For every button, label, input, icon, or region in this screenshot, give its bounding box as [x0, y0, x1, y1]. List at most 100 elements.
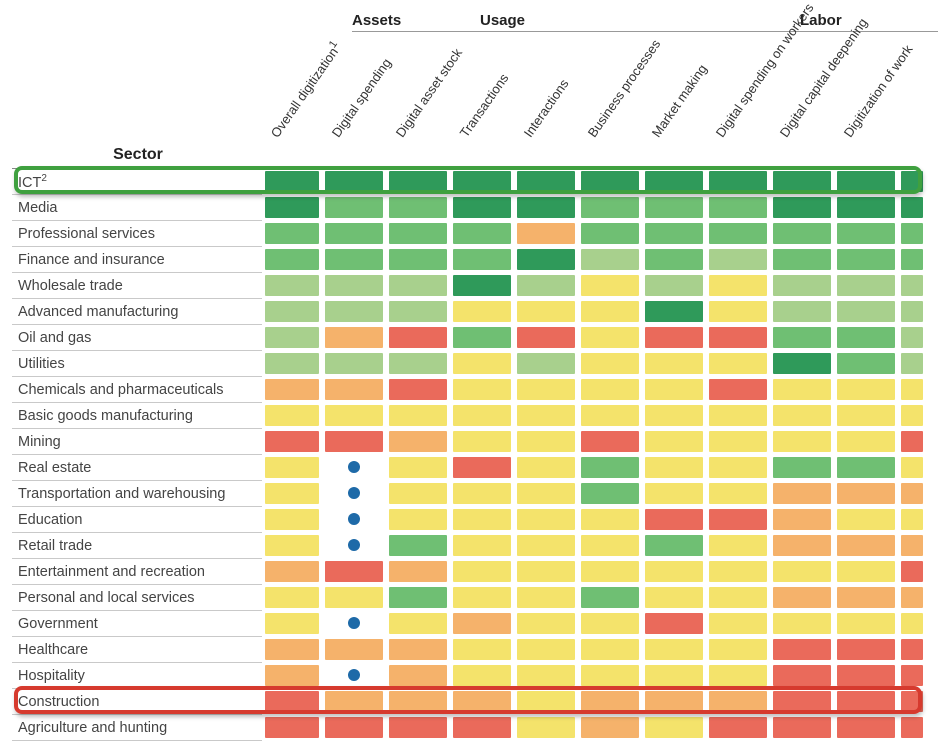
heatmap-cell: [514, 689, 578, 715]
swatch: [837, 223, 895, 244]
table-row: Utilities: [12, 351, 926, 377]
heatmap-cell: [450, 559, 514, 585]
heatmap-cell: [450, 663, 514, 689]
heatmap-cell: [514, 273, 578, 299]
heatmap-cell: [578, 169, 642, 195]
swatch: [389, 431, 447, 452]
swatch: [389, 197, 447, 218]
heatmap-cell: [642, 325, 706, 351]
heatmap-cell: [642, 507, 706, 533]
row-label: Healthcare: [12, 637, 262, 663]
heatmap-cell: [450, 195, 514, 221]
heatmap-cell: [834, 221, 898, 247]
dot-icon: [348, 617, 360, 629]
heatmap-cell: [770, 247, 834, 273]
swatch: [517, 639, 575, 660]
heatmap-cell: [770, 481, 834, 507]
heatmap-cell: [450, 377, 514, 403]
table-row: Hospitality: [12, 663, 926, 689]
heatmap-cell: [322, 403, 386, 429]
swatch: [265, 561, 319, 582]
swatch: [265, 223, 319, 244]
heatmap-cell: [770, 429, 834, 455]
swatch: [517, 587, 575, 608]
heatmap-cell: [898, 507, 926, 533]
heatmap-cell: [770, 507, 834, 533]
heatmap-cell: [514, 221, 578, 247]
swatch: [517, 691, 575, 712]
heatmap-cell: [770, 377, 834, 403]
heatmap-cell: [322, 689, 386, 715]
table-row: Entertainment and recreation: [12, 559, 926, 585]
swatch: [709, 405, 767, 426]
heatmap-cell: [386, 533, 450, 559]
swatch: [325, 275, 383, 296]
swatch: [325, 249, 383, 270]
swatch: [325, 353, 383, 374]
heatmap-cell: [706, 455, 770, 481]
swatch: [901, 379, 923, 400]
swatch: [837, 613, 895, 634]
swatch: [645, 379, 703, 400]
swatch: [517, 483, 575, 504]
heatmap-cell: [450, 221, 514, 247]
heatmap-cell: [514, 715, 578, 741]
heatmap-cell: [450, 455, 514, 481]
swatch: [709, 327, 767, 348]
heatmap-cell: [386, 507, 450, 533]
swatch: [581, 379, 639, 400]
heatmap-cell: [514, 429, 578, 455]
row-label: Agriculture and hunting: [12, 715, 262, 741]
swatch: [901, 561, 923, 582]
heatmap-cell: [770, 169, 834, 195]
heatmap-cell: [386, 403, 450, 429]
swatch: [389, 509, 447, 530]
heatmap-cell: [770, 585, 834, 611]
heatmap-cell: [834, 377, 898, 403]
heatmap-cell: [386, 273, 450, 299]
swatch: [901, 691, 923, 712]
heatmap-cell: [578, 325, 642, 351]
heatmap-cell: [642, 585, 706, 611]
row-label: Entertainment and recreation: [12, 559, 262, 585]
swatch: [325, 691, 383, 712]
swatch: [581, 301, 639, 322]
heatmap-cell: [578, 689, 642, 715]
heatmap-cell: [706, 663, 770, 689]
row-label: Utilities: [12, 351, 262, 377]
row-label: ICT2: [12, 169, 262, 195]
heatmap-cell: [514, 533, 578, 559]
swatch: [837, 327, 895, 348]
swatch: [517, 613, 575, 634]
heatmap-cell: [706, 273, 770, 299]
heatmap-cell: [322, 663, 386, 689]
swatch: [453, 483, 511, 504]
heatmap-cell: [514, 299, 578, 325]
heatmap-cell: [898, 221, 926, 247]
heatmap-table: Sector ICT2MediaProfessional servicesFin…: [12, 142, 926, 741]
row-label: Retail trade: [12, 533, 262, 559]
heatmap-cell: [642, 195, 706, 221]
heatmap-cell: [770, 715, 834, 741]
swatch: [837, 379, 895, 400]
swatch: [709, 301, 767, 322]
heatmap-cell: [514, 507, 578, 533]
heatmap-cell: [322, 559, 386, 585]
swatch: [389, 483, 447, 504]
swatch: [581, 223, 639, 244]
swatch: [517, 301, 575, 322]
heatmap-cell: [642, 663, 706, 689]
heatmap-cell: [262, 299, 322, 325]
heatmap-cell: [706, 611, 770, 637]
swatch: [645, 327, 703, 348]
swatch: [901, 587, 923, 608]
heatmap-cell: [706, 377, 770, 403]
heatmap-cell: [898, 403, 926, 429]
swatch: [389, 353, 447, 374]
swatch: [453, 665, 511, 686]
heatmap-cell: [770, 559, 834, 585]
swatch: [773, 301, 831, 322]
heatmap-cell: [386, 715, 450, 741]
swatch: [517, 197, 575, 218]
table-row: Mining: [12, 429, 926, 455]
